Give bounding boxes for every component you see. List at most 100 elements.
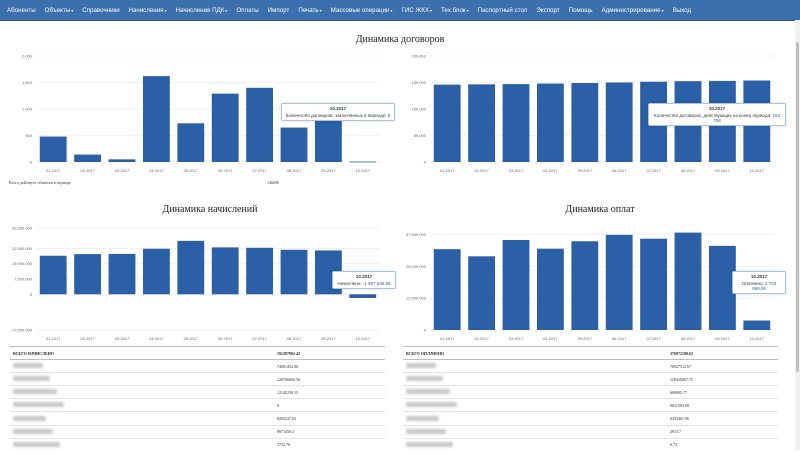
table-row: 698005.77 [403,385,778,399]
contracts-summary-value: 146606 [267,180,279,185]
table-row: 8265237.63 [10,411,385,426]
y-tick-label: 500 [25,133,32,138]
bar [502,239,530,330]
nav-item[interactable]: Абоненты [7,7,36,14]
nav-item[interactable]: ГИС ЖКХ▾ [402,7,432,14]
nav-item[interactable]: Оплаты [236,7,258,14]
tooltip-label: Количество договоров, действующих на кон… [653,113,772,118]
y-tick-label: 37,500,000 [406,232,427,237]
chevron-down-icon: ▾ [466,7,469,13]
bar [142,76,170,162]
tooltip-title: 10.2017 [750,274,768,279]
y-tick-label: 12,500,000 [406,296,427,301]
bar [433,84,461,162]
chevron-down-icon: ▾ [429,7,432,13]
bar [39,255,67,295]
y-tick-label: 0 [424,328,427,333]
y-tick-label: 50,000 [414,133,427,138]
x-tick-label: 08.2017 [287,336,302,341]
nav-item-label: ГИС ЖКХ [401,6,429,14]
nav-item[interactable]: Объекты▾ [45,7,74,14]
nav-item[interactable]: Начисления ПДК▾ [176,7,228,14]
table-total-row: ВСЕГО НАЧИСЛЕНО 191287902.42 [10,345,385,361]
table-row: 76927512.67 [403,359,778,373]
x-tick-label: 03.2017 [115,336,130,341]
y-tick-label: 0 [424,160,427,165]
bar [142,248,170,295]
row-label-redacted [10,385,274,399]
bar [246,247,274,295]
payments-chart: 0 12,500,000 25,000,000 37,500,000 01.2017 02… [402,222,782,344]
charges-tooltip: 10.2017 Начислено: -1 807 648.55 [332,271,396,289]
table-row: 6.73 [403,437,778,451]
total-value: 376972190.62 [667,345,778,361]
redacted-text [13,415,46,421]
row-label-redacted [403,398,667,412]
nav-item-label: Оплаты [236,6,259,14]
main-navbar: Абоненты Объекты▾ Справочники Начисления▾ На… [0,0,800,21]
contracts-new-tooltip: 10.2017 Количество договоров, заключённы… [281,103,395,121]
row-label-redacted [10,411,274,426]
redacted-text [406,363,436,369]
bar [280,127,308,162]
total-value: 191287902.42 [274,345,385,361]
scrollbar-thumb[interactable] [796,42,799,372]
row-value: 76927512.67 [667,359,778,373]
nav-item[interactable]: Импорт [268,7,290,14]
x-tick-label: 09.2017 [321,336,336,341]
table-row: 6353467.96 [403,411,778,426]
row-label-redacted [403,437,667,451]
payments-tooltip: 10.2017 Оплачено: 3 723 099.06 [732,271,786,294]
bar [177,123,205,162]
x-tick-label: 04.2017 [543,336,558,341]
nav-item[interactable]: Начисления▾ [129,7,167,14]
row-value: 12145239.15 [274,385,385,399]
x-tick-label: 01.2017 [440,336,455,341]
y-tick-label: 200,000 [412,54,427,59]
bar [708,245,736,330]
table-row: 12145239.15 [10,385,385,399]
nav-item[interactable]: Справочники [82,7,119,14]
nav-item[interactable]: Тех.блок▾ [441,7,469,14]
redacted-text [406,415,439,421]
redacted-text [406,428,446,434]
x-tick-label: 02.2017 [80,168,95,173]
y-tick-label: 1,000 [22,107,33,112]
y-tick-label: 1,500 [22,80,33,85]
nav-item[interactable]: Паспортный стол [478,7,528,14]
x-tick-label: 02.2017 [80,336,95,341]
table-row: 74001452.86 [10,359,385,373]
x-tick-label: 05.2017 [578,168,593,173]
x-tick-label: 03.2017 [115,168,130,173]
row-value: 9611503.09 [667,398,778,412]
nav-item[interactable]: Администрирование▾ [602,7,664,14]
tooltip-title: 10.2017 [329,106,347,111]
redacted-text [406,389,450,395]
contracts-new-chart: 0 500 1,000 1,500 2,000 01.2017 02.2017 03.2017… [8,50,388,176]
chevron-down-icon: ▾ [390,7,393,13]
row-value: 698005.77 [667,385,778,399]
x-tick-label: 06.2017 [612,168,627,173]
nav-item-label: Тех.блок [440,6,466,14]
redacted-text [13,363,43,369]
chevron-down-icon: ▾ [225,7,228,13]
y-tick-label: 2,000 [22,54,33,59]
nav-item[interactable]: Выход [673,7,692,14]
x-tick-label: 01.2017 [46,168,61,173]
x-tick-label: 04.2017 [149,168,164,173]
nav-item[interactable]: Помощь [569,7,593,14]
redacted-text [13,441,60,447]
x-tick-label: 09.2017 [715,336,730,341]
row-label-redacted [403,372,667,386]
nav-item[interactable]: Печать▾ [298,7,321,14]
total-label: ВСЕГО ОПЛАЧЕНО [403,345,667,361]
nav-item-label: Администрирование [601,6,661,14]
nav-item[interactable]: Экспорт [536,7,559,14]
redacted-text [406,376,443,382]
y-tick-label: 7,500,000 [14,277,33,282]
nav-item[interactable]: Массовые операции▾ [331,7,393,14]
row-value: 2913.7 [667,424,778,439]
y-tick-label: 100,000 [412,107,427,112]
x-tick-label: 07.2017 [252,168,267,173]
page-scrollbar[interactable] [795,20,800,450]
